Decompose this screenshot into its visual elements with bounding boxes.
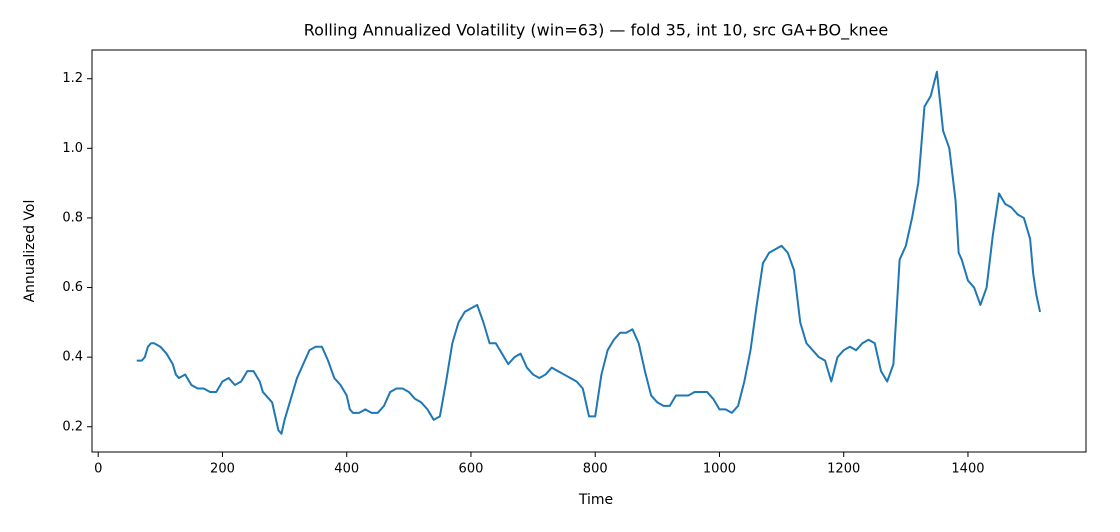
y-tick-label: 0.8 bbox=[62, 210, 83, 225]
y-tick-label: 0.2 bbox=[62, 419, 83, 434]
x-tick-label: 1400 bbox=[951, 462, 984, 477]
x-tick-label: 1200 bbox=[827, 462, 860, 477]
chart-title: Rolling Annualized Volatility (win=63) —… bbox=[304, 21, 888, 41]
x-tick-label: 600 bbox=[459, 462, 484, 477]
y-tick-label: 0.4 bbox=[62, 350, 83, 365]
plot-frame bbox=[91, 49, 1087, 453]
y-tick-label: 1.0 bbox=[62, 141, 83, 156]
x-tick-label: 200 bbox=[210, 462, 235, 477]
x-tick-label: 400 bbox=[334, 462, 359, 477]
y-axis-label: Annualized Vol bbox=[22, 200, 38, 303]
x-tick-label: 0 bbox=[94, 462, 102, 477]
data-line bbox=[136, 70, 1042, 435]
x-tick-label: 800 bbox=[583, 462, 608, 477]
y-tick-label: 1.2 bbox=[62, 71, 83, 86]
x-axis-label: Time bbox=[578, 492, 613, 508]
y-tick-label: 0.6 bbox=[62, 280, 83, 295]
x-tick-label: 1000 bbox=[703, 462, 736, 477]
